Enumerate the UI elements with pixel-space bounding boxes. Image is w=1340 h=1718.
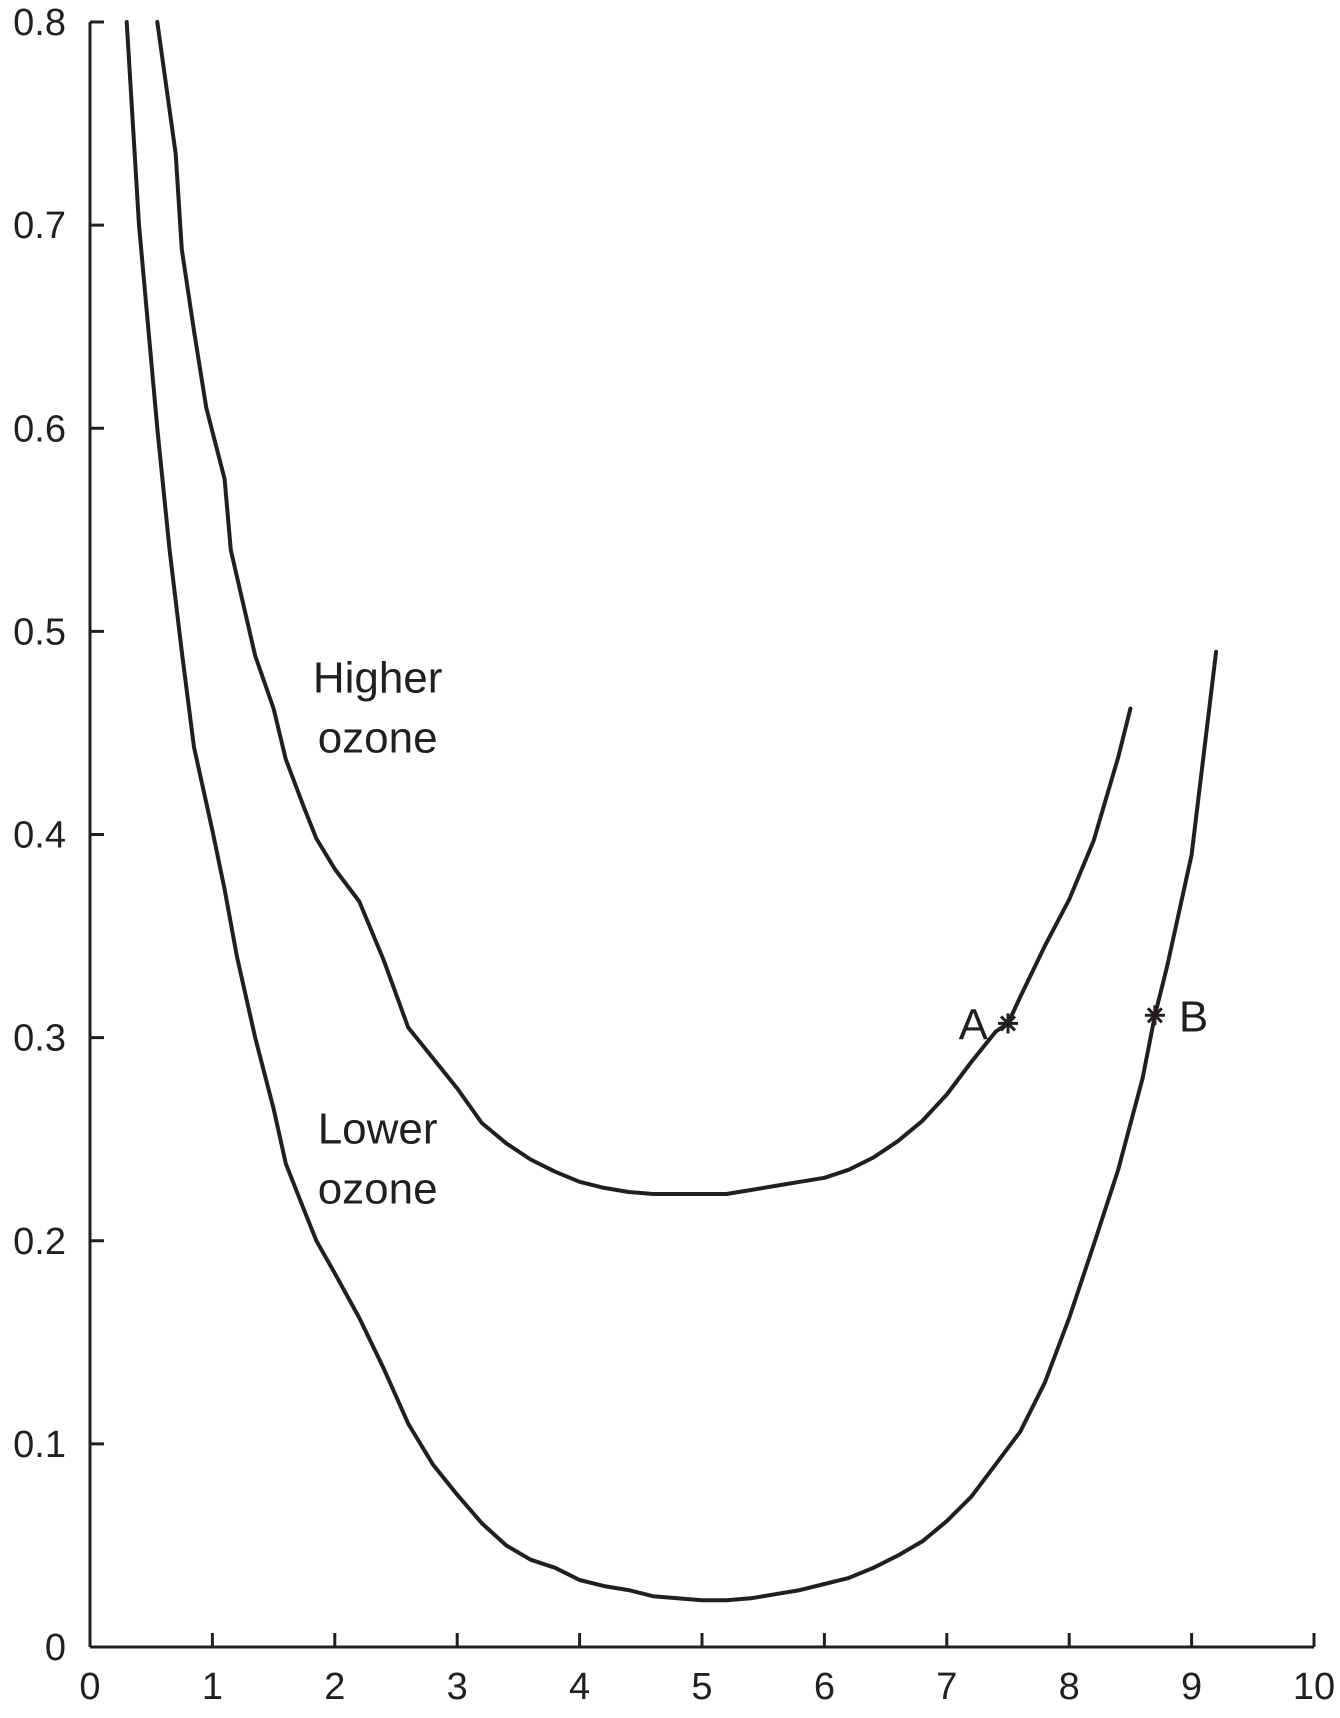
point-marker-a: [998, 1013, 1018, 1034]
annotation-higher-ozone-line1: Higher: [313, 653, 443, 702]
x-tick-label: 3: [447, 1666, 468, 1708]
y-tick-label: 0.7: [13, 205, 66, 247]
y-axis-ticks: 0 0.1 0.2 0.3 0.4 0.5 0.6 0.7 0.8: [13, 2, 104, 1669]
y-tick-label: 0.1: [13, 1424, 66, 1466]
x-tick-label: 2: [324, 1666, 345, 1708]
annotation-lower-ozone-line2: ozone: [318, 1164, 438, 1213]
x-axis-ticks: 0 1 2 3 4 5 6 7 8 9 10: [79, 1633, 1335, 1708]
x-tick-label: 0: [79, 1666, 100, 1708]
x-tick-label: 8: [1059, 1666, 1080, 1708]
y-tick-label: 0.2: [13, 1221, 66, 1263]
annotations: Higher ozone Lower ozone: [313, 653, 443, 1213]
y-tick-label: 0.5: [13, 611, 66, 653]
x-tick-label: 10: [1293, 1666, 1335, 1708]
series-line-lower-ozone: [124, 20, 1219, 1603]
points-layer: A B: [959, 992, 1209, 1049]
y-tick-label: 0: [45, 1627, 66, 1669]
y-tick-label: 0.6: [13, 408, 66, 450]
x-tick-label: 1: [202, 1666, 223, 1708]
y-tick-label: 0.8: [13, 2, 66, 44]
point-label-b: B: [1179, 992, 1208, 1041]
point-label-a: A: [959, 1000, 989, 1049]
y-tick-label: 0.4: [13, 815, 66, 857]
series-layer: [124, 20, 1219, 1603]
x-tick-label: 9: [1181, 1666, 1202, 1708]
annotation-higher-ozone-line2: ozone: [318, 713, 438, 762]
annotation-lower-ozone-line1: Lower: [318, 1104, 438, 1153]
x-tick-label: 7: [936, 1666, 957, 1708]
point-marker-b: [1144, 1005, 1165, 1026]
x-tick-label: 4: [569, 1666, 590, 1708]
series-line-higher-ozone: [155, 20, 1133, 1196]
y-tick-label: 0.3: [13, 1018, 66, 1060]
axes: [88, 22, 1314, 1649]
x-tick-label: 5: [691, 1666, 712, 1708]
x-tick-label: 6: [814, 1666, 835, 1708]
